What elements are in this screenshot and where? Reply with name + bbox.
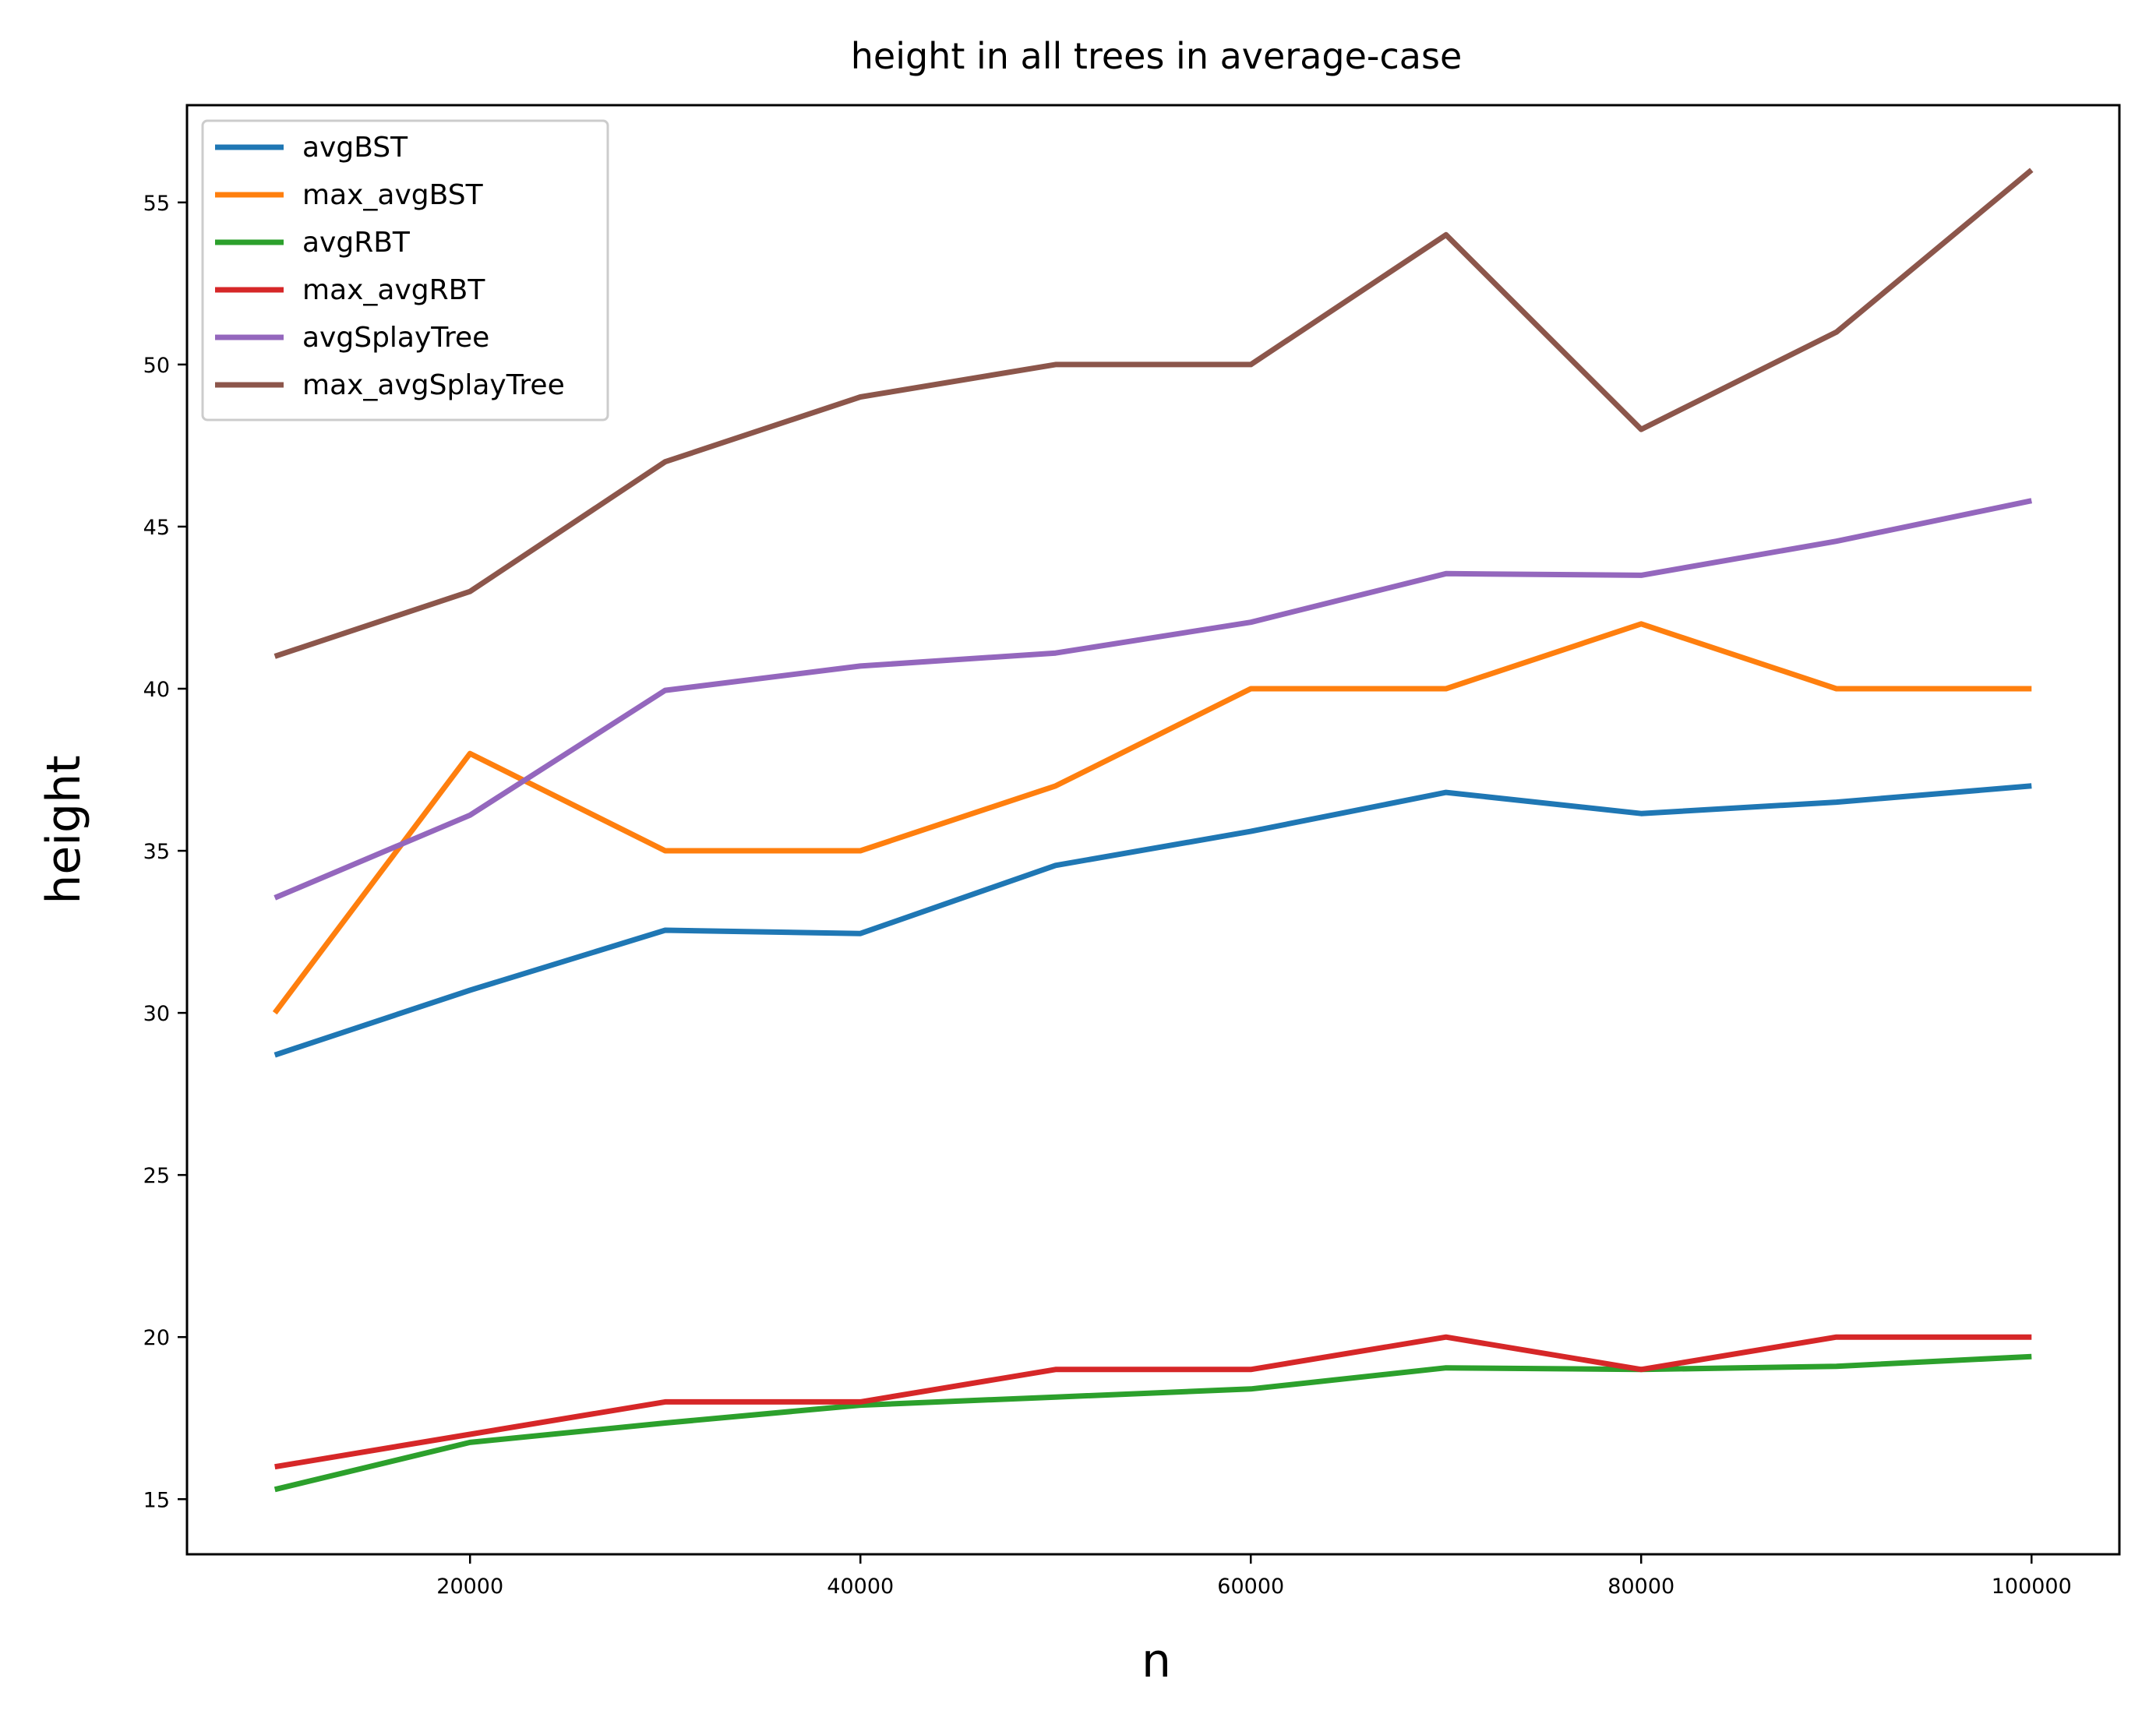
x-axis: 20000 40000 60000 80000 100000 xyxy=(436,1554,2072,1599)
series-line-avgsplaytree xyxy=(273,498,2033,901)
y-tick-label: 20 xyxy=(143,1326,170,1350)
x-axis-label: n xyxy=(1142,1634,1171,1688)
y-tick-label: 15 xyxy=(143,1488,170,1512)
series-line-avgrbt xyxy=(273,1353,2032,1493)
series-line-max-avgbst xyxy=(272,621,2032,1015)
x-tick-label: 40000 xyxy=(827,1575,894,1599)
series-line-max-avgsplaytree xyxy=(273,168,2034,659)
x-tick-label: 80000 xyxy=(1607,1575,1674,1599)
plot-frame xyxy=(185,104,2121,1556)
legend-box xyxy=(201,119,609,421)
x-tick-label: 20000 xyxy=(436,1575,503,1599)
y-axis-label: height xyxy=(37,755,91,904)
y-tick-label: 45 xyxy=(143,516,170,540)
legend-entry-label: avgSplayTree xyxy=(302,322,489,354)
legend-entry-label: avgRBT xyxy=(302,227,411,259)
legend-entry-label: max_avgRBT xyxy=(302,274,485,306)
series-layer xyxy=(272,168,2034,1493)
legend-entry-label: avgBST xyxy=(302,132,408,164)
y-tick-label: 40 xyxy=(143,678,170,702)
series-line-avgbst xyxy=(273,783,2032,1058)
legend-entry-label: max_avgSplayTree xyxy=(302,369,565,401)
y-tick-label: 25 xyxy=(143,1164,170,1188)
y-tick-label: 30 xyxy=(143,1002,170,1026)
legend-entry-label: max_avgBST xyxy=(302,179,484,211)
y-tick-label: 55 xyxy=(143,192,170,216)
y-axis: 15 20 25 30 35 40 45 50 55 xyxy=(143,192,187,1512)
y-tick-label: 50 xyxy=(143,354,170,378)
x-tick-label: 60000 xyxy=(1217,1575,1284,1599)
x-tick-label: 100000 xyxy=(1992,1575,2072,1599)
legend: avgBST max_avgBST avgRBT max_avgRBT avgSplay… xyxy=(201,119,609,421)
series-line-max-avgrbt xyxy=(274,1334,2032,1470)
y-tick-label: 35 xyxy=(143,840,170,864)
chart-title: height in all trees in average-case xyxy=(851,35,1463,77)
